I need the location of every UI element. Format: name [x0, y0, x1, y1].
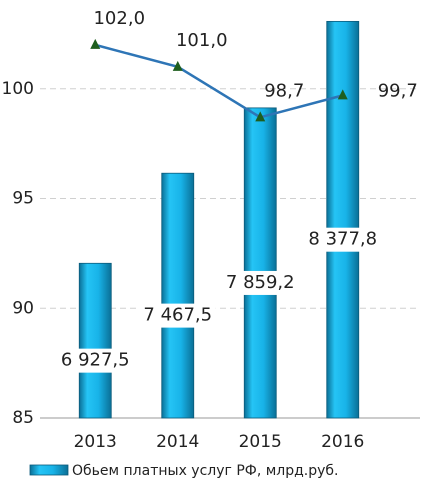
bar-label: 6 927,5 — [61, 350, 130, 371]
marker — [337, 89, 348, 100]
point-label: 102,0 — [93, 8, 145, 29]
x-tick-label: 2013 — [74, 432, 117, 452]
bar-label-bg — [139, 303, 216, 328]
legend-label: Обьем платных услуг РФ, млрд.руб. — [72, 463, 339, 479]
bar-label-bg — [222, 270, 299, 295]
bar — [161, 172, 195, 419]
point-label: 101,0 — [176, 30, 228, 51]
y-tick-label: 95 — [12, 189, 34, 209]
bar — [243, 107, 277, 419]
legend-swatch — [29, 464, 69, 476]
x-tick-label: 2014 — [156, 432, 199, 452]
bar-label: 7 467,5 — [143, 305, 212, 326]
x-tick-label: 2016 — [321, 432, 364, 452]
x-tick-label: 2015 — [239, 432, 282, 452]
y-tick-label: 100 — [2, 79, 34, 99]
y-tick-label: 85 — [12, 408, 34, 428]
y-tick-label: 90 — [12, 298, 34, 318]
bar-label: 8 377,8 — [308, 229, 377, 250]
point-label: 98,7 — [264, 80, 304, 101]
bar — [78, 262, 112, 419]
point-label: 99,7 — [378, 80, 418, 101]
bar-label-bg — [57, 348, 134, 373]
bar-label: 7 859,2 — [226, 272, 295, 293]
bar-label-bg — [304, 227, 381, 252]
bar — [326, 20, 360, 419]
marker — [255, 111, 266, 122]
marker — [90, 38, 101, 49]
line — [94, 43, 344, 119]
marker — [172, 60, 183, 71]
